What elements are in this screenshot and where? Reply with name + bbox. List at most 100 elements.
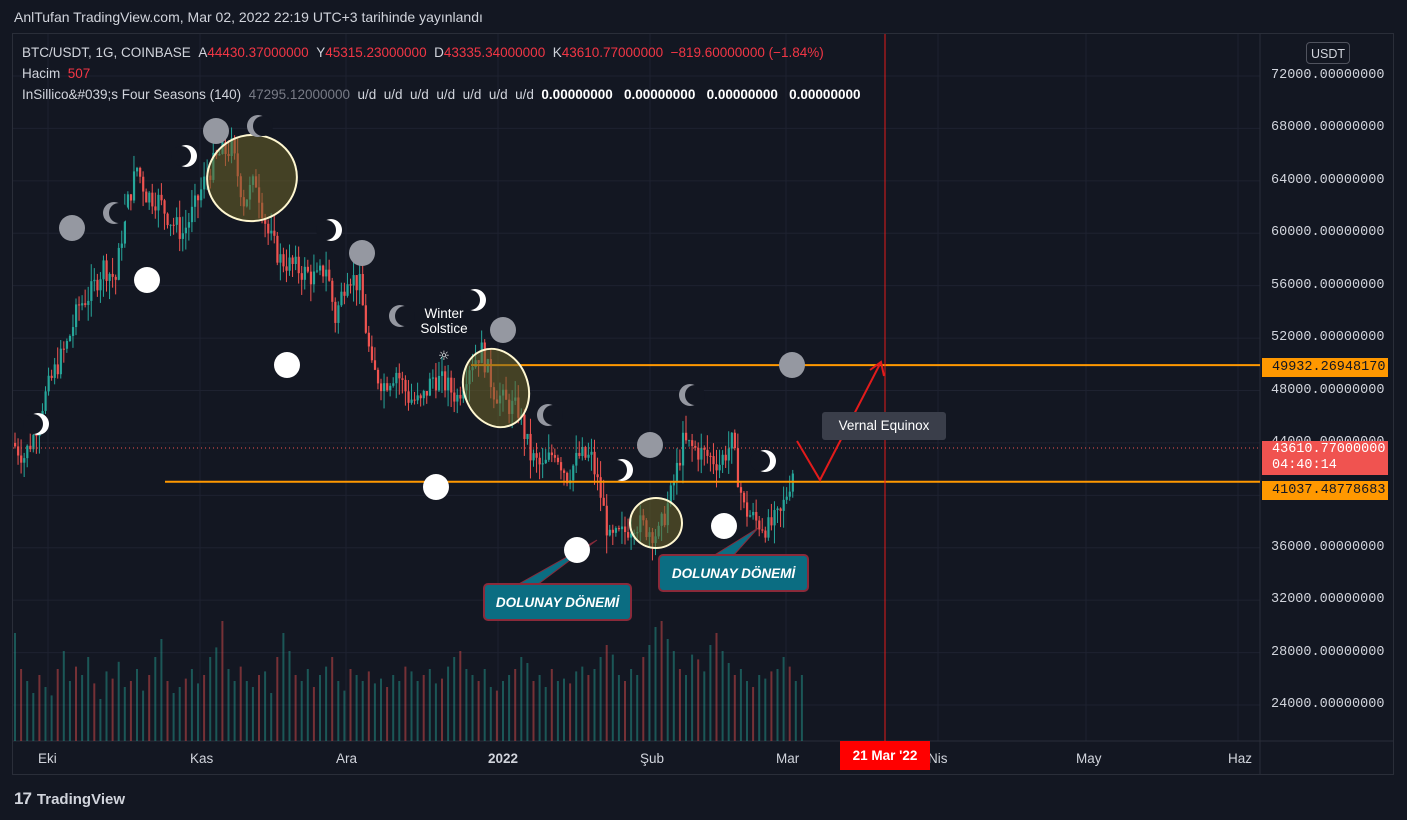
volume-bar	[300, 681, 303, 741]
volume-bar	[520, 657, 523, 741]
volume-bar	[697, 659, 700, 741]
volume-bar	[50, 695, 53, 741]
volume-bar	[660, 621, 663, 741]
new-moon-icon	[779, 352, 805, 378]
candle-body	[749, 515, 752, 517]
candle-body	[334, 301, 337, 323]
candle-body	[752, 511, 755, 516]
volume-bar	[678, 669, 681, 741]
volume-bar	[251, 687, 254, 741]
vernal-equinox-label[interactable]: Vernal Equinox	[822, 412, 946, 440]
candle-body	[584, 447, 587, 458]
candle-body	[17, 446, 20, 456]
candle-body	[32, 434, 35, 450]
volume-bar	[392, 675, 395, 741]
volume-bar	[142, 690, 145, 741]
candle-body	[62, 348, 65, 350]
full-moon-callout-2[interactable]: DOLUNAY DÖNEMİ	[658, 554, 809, 592]
bar-countdown: 04:40:14	[1272, 458, 1337, 473]
candle-body	[703, 447, 706, 450]
candle-body	[169, 224, 172, 226]
volume-bar	[642, 657, 645, 741]
volume-bar	[117, 661, 120, 741]
volume-bar	[209, 657, 212, 741]
event-date-tag: 21 Mar '22	[840, 741, 930, 770]
time-tick-label: Eki	[38, 751, 57, 766]
volume-bar	[239, 666, 242, 741]
volume-bar	[190, 669, 193, 741]
candle-body	[581, 447, 584, 456]
candle-body	[303, 266, 306, 280]
candle-body	[346, 284, 349, 296]
candle-body	[352, 275, 355, 286]
candle-body	[742, 492, 746, 503]
volume-bar	[666, 639, 669, 741]
candle-body	[331, 280, 334, 302]
candle-body	[267, 223, 270, 234]
indicator-ud-values: u/d u/d u/d u/d u/d u/d u/d	[357, 87, 534, 102]
volume-value: 507	[67, 66, 91, 81]
candle-body	[285, 266, 288, 271]
candle-body	[29, 445, 32, 450]
volume-bar	[587, 675, 590, 741]
candle-body	[590, 451, 593, 455]
candle-body	[620, 526, 624, 530]
symbol-label[interactable]: BTC/USDT, 1G, COINBASE	[22, 45, 191, 60]
volume-bar	[32, 693, 35, 741]
tradingview-footer[interactable]: 17 TradingView	[14, 789, 125, 809]
volume-legend: Hacim 507	[22, 66, 90, 81]
candle-body	[608, 529, 611, 536]
volume-bar	[331, 657, 334, 741]
candle-body	[59, 348, 62, 375]
candle-body	[688, 440, 691, 442]
volume-bar	[355, 675, 358, 741]
candle-body	[779, 508, 782, 511]
volume-bar	[630, 669, 633, 741]
full-moon-icon	[564, 537, 590, 563]
time-tick-label: Kas	[190, 751, 214, 766]
volume-bar	[715, 633, 718, 741]
full-moon-callout-1[interactable]: DOLUNAY DÖNEMİ	[483, 583, 632, 621]
candle-body	[398, 372, 401, 379]
candle-body	[450, 377, 453, 393]
volume-bar	[611, 654, 614, 741]
candle-body	[81, 303, 84, 306]
candle-body	[120, 243, 123, 248]
candle-body	[746, 502, 749, 517]
projection-arrowhead	[869, 360, 885, 377]
indicator-name[interactable]: InSillico&#039;s Four Seasons (140)	[22, 87, 242, 102]
candle-body	[337, 305, 340, 323]
volume-bar	[398, 681, 401, 741]
candle-body	[23, 458, 26, 463]
candle-body	[325, 269, 328, 277]
currency-button[interactable]: USDT	[1306, 42, 1350, 64]
volume-bar	[654, 627, 657, 741]
volume-bar	[739, 669, 742, 741]
volume-bar	[758, 675, 761, 741]
volume-bar	[215, 647, 218, 741]
price-tick-label: 56000.00000000	[1271, 277, 1385, 293]
candle-body	[709, 455, 712, 457]
candle-body	[736, 448, 740, 488]
volume-bar	[526, 663, 529, 741]
volume-bar	[172, 693, 175, 741]
candle-body	[361, 273, 364, 306]
candle-body	[99, 279, 102, 291]
volume-bar	[733, 675, 736, 741]
candle-body	[761, 529, 764, 531]
time-tick-label: Ara	[336, 751, 358, 766]
projection-path	[796, 361, 882, 483]
candle-body	[163, 200, 166, 214]
volume-bar	[154, 657, 157, 741]
volume-bar	[123, 687, 126, 741]
candle-body	[694, 445, 697, 448]
candle-body	[53, 364, 56, 378]
volume-bar	[502, 681, 504, 741]
candle-body	[541, 463, 544, 465]
volume-bar	[410, 671, 413, 741]
full-moon-icon	[134, 267, 160, 293]
volume-label[interactable]: Hacim	[22, 66, 61, 81]
candle-body	[300, 273, 303, 280]
candle-body	[148, 192, 151, 203]
